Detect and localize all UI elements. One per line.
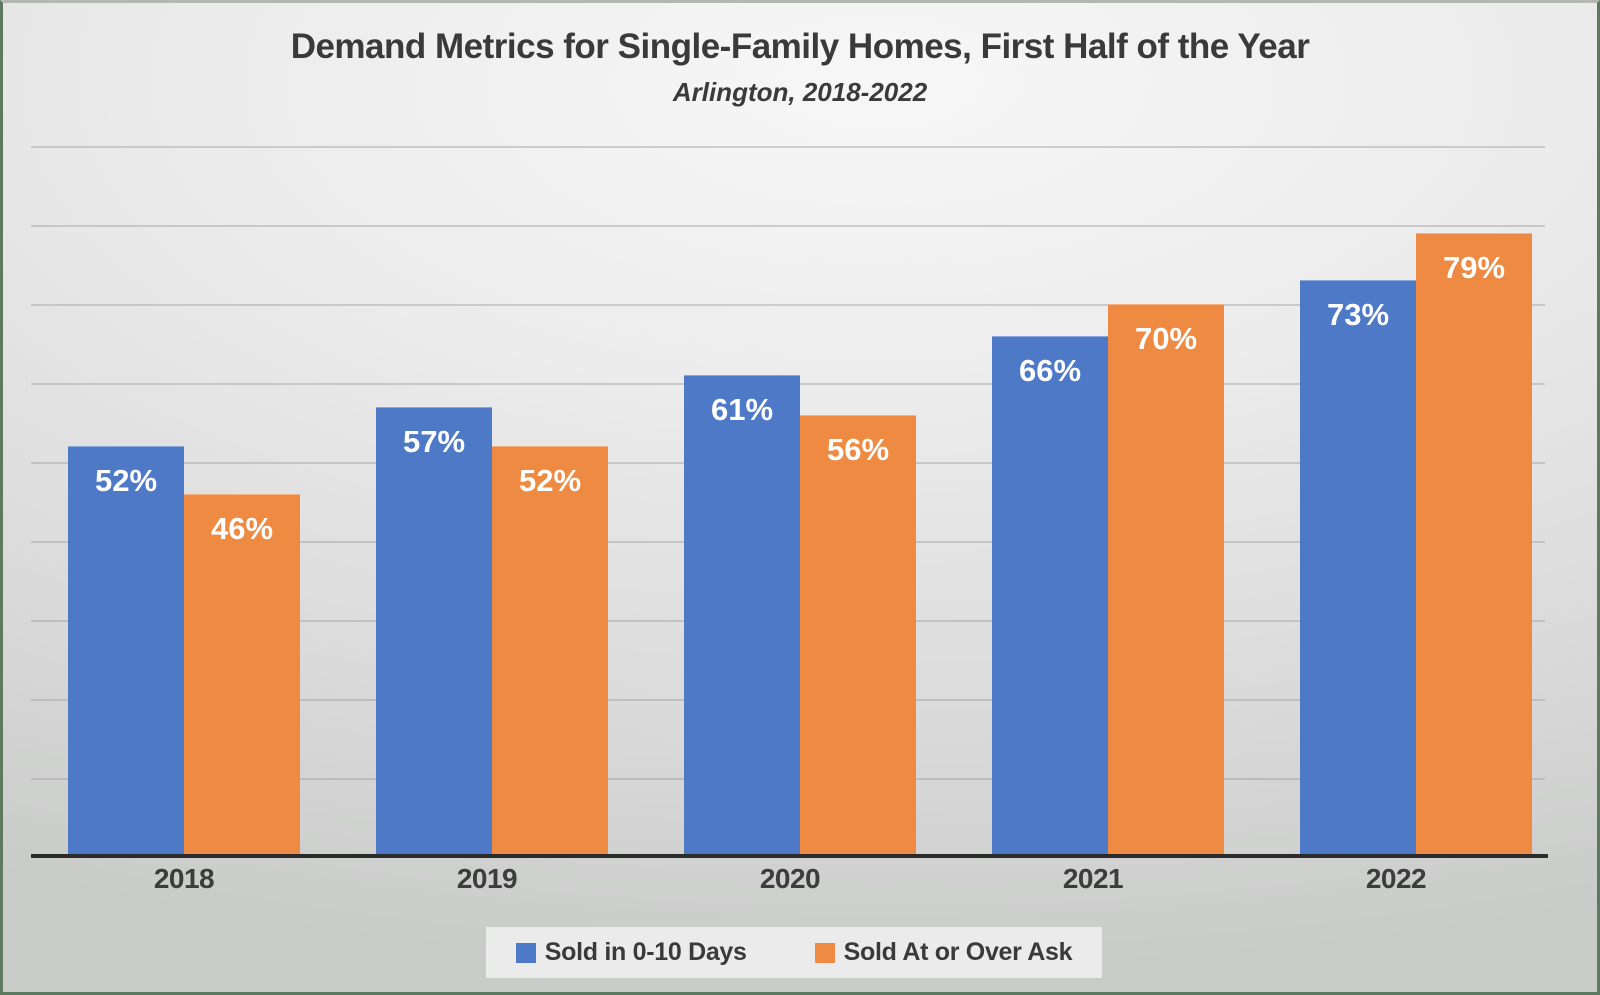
x-axis-label-2018: 2018 <box>153 863 215 894</box>
x-axis-label-2020: 2020 <box>759 863 821 894</box>
bar-value-label: 79% <box>1442 249 1506 285</box>
legend: Sold in 0-10 Days Sold At or Over Ask <box>486 927 1102 978</box>
bar-value-label: 70% <box>1134 321 1198 356</box>
bar-2018-series-1: 46% <box>184 493 300 857</box>
bar-2022-series-0: 73% <box>1300 280 1416 857</box>
bar-2022-series-1: 79% <box>1416 232 1532 857</box>
chart-title: Demand Metrics for Single-Family Homes, … <box>290 27 1310 66</box>
x-axis-label-2019: 2019 <box>456 863 518 894</box>
bar-2019-series-0: 57% <box>376 406 492 857</box>
bar-value-label: 73% <box>1326 297 1390 333</box>
gridline-90 <box>31 146 1545 148</box>
bar-2019-series-1: 52% <box>492 446 608 857</box>
legend-label: Sold At or Over Ask <box>843 938 1073 966</box>
bar-2020-series-0: 61% <box>684 375 800 857</box>
bar-value-label: 57% <box>402 423 466 459</box>
bar-2018-series-0: 52% <box>68 446 184 857</box>
legend-swatch-icon <box>814 942 835 963</box>
bar-2021-series-0: 66% <box>992 335 1108 857</box>
bar-2020-series-1: 56% <box>800 414 916 857</box>
bar-value-label: 56% <box>826 431 890 467</box>
bar-value-label: 52% <box>94 463 158 499</box>
gridline-70 <box>31 304 1545 306</box>
x-axis-label-2022: 2022 <box>1365 863 1427 894</box>
legend-label: Sold in 0-10 Days <box>544 938 747 966</box>
bar-value-label: 61% <box>710 392 774 428</box>
legend-entry-0: Sold in 0-10 Days <box>515 938 747 967</box>
x-axis-line <box>31 854 1548 858</box>
chart-subtitle: Arlington, 2018-2022 <box>672 77 928 107</box>
legend-entry-1: Sold At or Over Ask <box>814 938 1073 967</box>
bar-2021-series-1: 70% <box>1108 304 1224 857</box>
gridline-80 <box>31 225 1545 227</box>
bar-value-label: 52% <box>518 463 582 499</box>
bar-value-label: 66% <box>1018 352 1082 388</box>
x-axis-label-2021: 2021 <box>1062 863 1124 894</box>
legend-swatch-icon <box>515 942 536 963</box>
bar-value-label: 46% <box>210 510 274 546</box>
